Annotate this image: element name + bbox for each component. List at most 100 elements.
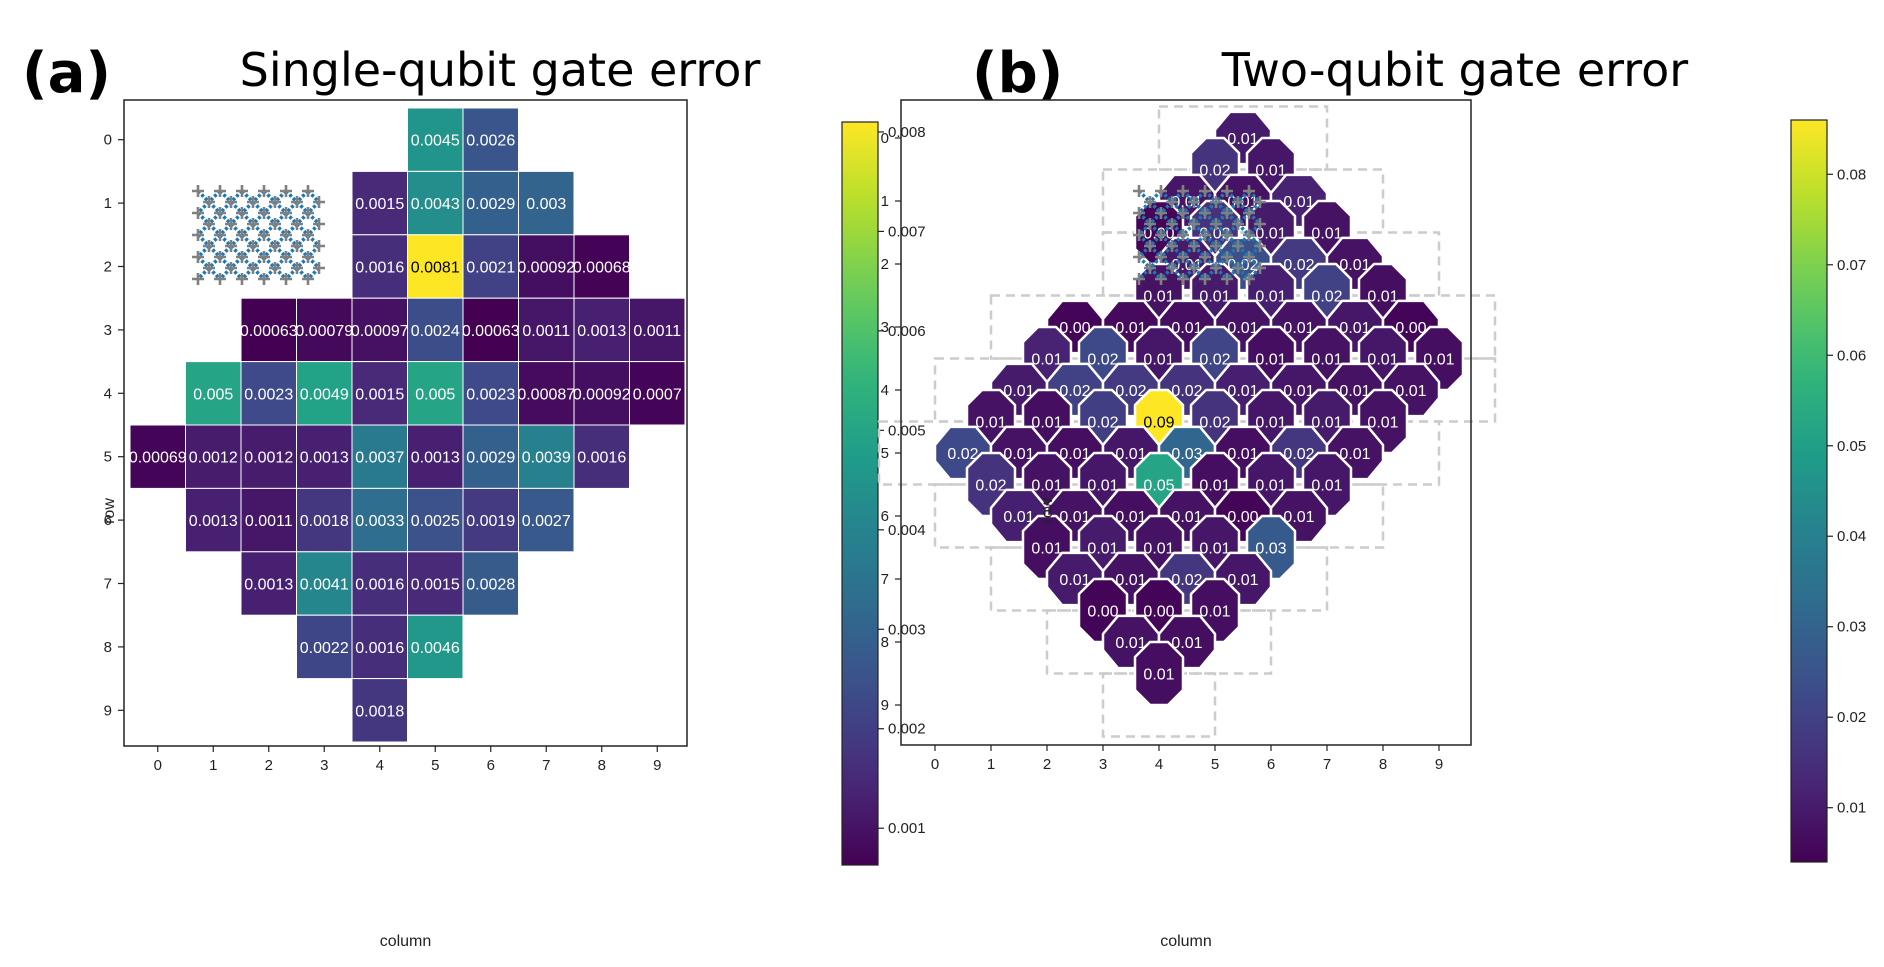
coupler-value-label: 0.01 bbox=[1255, 163, 1286, 180]
chip-coupler bbox=[196, 233, 211, 248]
coupler-value-label: 0.01 bbox=[1227, 572, 1258, 589]
chip-coupler bbox=[1148, 244, 1163, 259]
chip-coupler bbox=[284, 200, 299, 215]
chip-coupler bbox=[306, 255, 321, 270]
colorbar-tick-label: 0.005 bbox=[888, 422, 926, 439]
chip-coupler bbox=[1181, 211, 1196, 226]
chip-qubit bbox=[313, 196, 325, 208]
coupler-value-label: 0.02 bbox=[1311, 289, 1342, 306]
chip-qubit bbox=[280, 251, 292, 263]
chip-coupler bbox=[273, 233, 288, 248]
chip-coupler bbox=[240, 189, 255, 204]
chip-coupler bbox=[1203, 211, 1218, 226]
coupler-value-label: 0.01 bbox=[1171, 320, 1202, 337]
coupler-value-label: 0.01 bbox=[1311, 415, 1342, 432]
chip-coupler bbox=[218, 211, 233, 226]
chip-coupler bbox=[1236, 211, 1251, 226]
coupler-value-label: 0.00 bbox=[1395, 320, 1426, 337]
coupler-value-label: 0.00 bbox=[1087, 604, 1118, 621]
chip-qubit bbox=[1155, 251, 1167, 263]
chip-qubit bbox=[203, 196, 215, 208]
chip-coupler bbox=[273, 211, 288, 226]
cell-value-label: 0.0012 bbox=[189, 450, 238, 467]
heatmap-cell: 0.0007 bbox=[629, 361, 686, 426]
chip-qubit bbox=[1254, 240, 1266, 252]
coupler-value-label: 0.01 bbox=[1199, 289, 1230, 306]
chip-qubit bbox=[225, 196, 237, 208]
chip-coupler bbox=[295, 244, 310, 259]
panel-a-title: Single-qubit gate error bbox=[240, 43, 761, 97]
x-tick-label: 3 bbox=[1099, 756, 1107, 773]
coupler-value-label: 0.01 bbox=[1227, 131, 1258, 148]
heatmap-cell: 0.0081 bbox=[407, 234, 464, 299]
chip-coupler bbox=[218, 233, 233, 248]
chip-qubit bbox=[1221, 273, 1233, 285]
chip-qubit bbox=[214, 273, 226, 285]
chip-coupler bbox=[1247, 189, 1262, 204]
chip-qubit bbox=[280, 273, 292, 285]
chip-coupler bbox=[284, 211, 299, 226]
y-tick-label: 1 bbox=[881, 193, 889, 210]
chip-coupler bbox=[207, 189, 222, 204]
chip-coupler bbox=[1137, 255, 1152, 270]
chip-coupler bbox=[207, 233, 222, 248]
chip-qubit bbox=[1177, 273, 1189, 285]
chip-qubit bbox=[225, 262, 237, 274]
chip-coupler bbox=[284, 189, 299, 204]
coupler-value-label: 0.05 bbox=[1143, 478, 1174, 495]
chip-qubit bbox=[313, 262, 325, 274]
cell-value-label: 0.0028 bbox=[466, 577, 515, 594]
coupler-value-label: 0.02 bbox=[1171, 383, 1202, 400]
coupler-value-label: 0.01 bbox=[1199, 541, 1230, 558]
coupler-value-label: 0.01 bbox=[1367, 415, 1398, 432]
coupler-value-label: 0.01 bbox=[1339, 320, 1370, 337]
heatmap-cell: 0.0016 bbox=[351, 551, 408, 616]
y-tick-label: 5 bbox=[881, 445, 889, 462]
cell-value-label: 0.0013 bbox=[300, 450, 349, 467]
y-tick-label: 7 bbox=[881, 571, 889, 588]
chip-coupler bbox=[1236, 189, 1251, 204]
chip-coupler bbox=[1192, 222, 1207, 237]
heatmap-cell: 0.0015 bbox=[351, 361, 408, 426]
heatmap-cell: 0.0016 bbox=[573, 424, 630, 489]
cell-value-label: 0.00079 bbox=[295, 323, 353, 340]
chip-qubit bbox=[302, 185, 314, 197]
coupler-value-label: 0.00 bbox=[1059, 320, 1090, 337]
chip-coupler bbox=[1236, 255, 1251, 270]
chip-qubit bbox=[1254, 262, 1266, 274]
chip-coupler bbox=[1137, 189, 1152, 204]
chip-coupler bbox=[1170, 222, 1185, 237]
cell-value-label: 0.005 bbox=[415, 386, 455, 403]
chip-qubit bbox=[1166, 240, 1178, 252]
chip-coupler bbox=[295, 200, 310, 215]
coupler-value-label: 0.01 bbox=[1115, 446, 1146, 463]
cell-value-label: 0.00097 bbox=[351, 323, 409, 340]
y-tick-label: 3 bbox=[881, 319, 889, 336]
heatmap-cell: 0.0033 bbox=[351, 487, 408, 553]
cell-value-label: 0.0049 bbox=[300, 386, 349, 403]
x-tick-label: 2 bbox=[1043, 756, 1051, 773]
chip-qubit bbox=[1199, 207, 1211, 219]
y-tick-label: 9 bbox=[881, 697, 889, 714]
heatmap-cell: 0.0043 bbox=[407, 170, 464, 236]
heatmap-cell: 0.0019 bbox=[462, 487, 519, 553]
chip-coupler bbox=[306, 189, 321, 204]
chip-coupler bbox=[262, 211, 277, 226]
coupler-value-label: 0.02 bbox=[1227, 257, 1258, 274]
cell-value-label: 0.0007 bbox=[633, 386, 682, 403]
chip-coupler bbox=[1214, 189, 1229, 204]
heatmap-cell: 0.0041 bbox=[296, 551, 353, 616]
y-axis-label: row bbox=[1039, 497, 1056, 523]
heatmap-cell: 0.0039 bbox=[518, 424, 575, 489]
chip-coupler bbox=[262, 244, 277, 259]
chip-coupler bbox=[229, 233, 244, 248]
chip-coupler bbox=[1192, 233, 1207, 248]
chip-coupler bbox=[251, 222, 266, 237]
chip-qubit bbox=[258, 229, 270, 241]
cell-value-label: 0.00069 bbox=[129, 450, 187, 467]
coupler-value-label: 0.01 bbox=[1255, 352, 1286, 369]
x-tick-label: 2 bbox=[265, 757, 273, 774]
chip-qubit bbox=[1199, 273, 1211, 285]
chip-coupler bbox=[306, 266, 321, 281]
x-tick-label: 6 bbox=[1267, 756, 1275, 773]
